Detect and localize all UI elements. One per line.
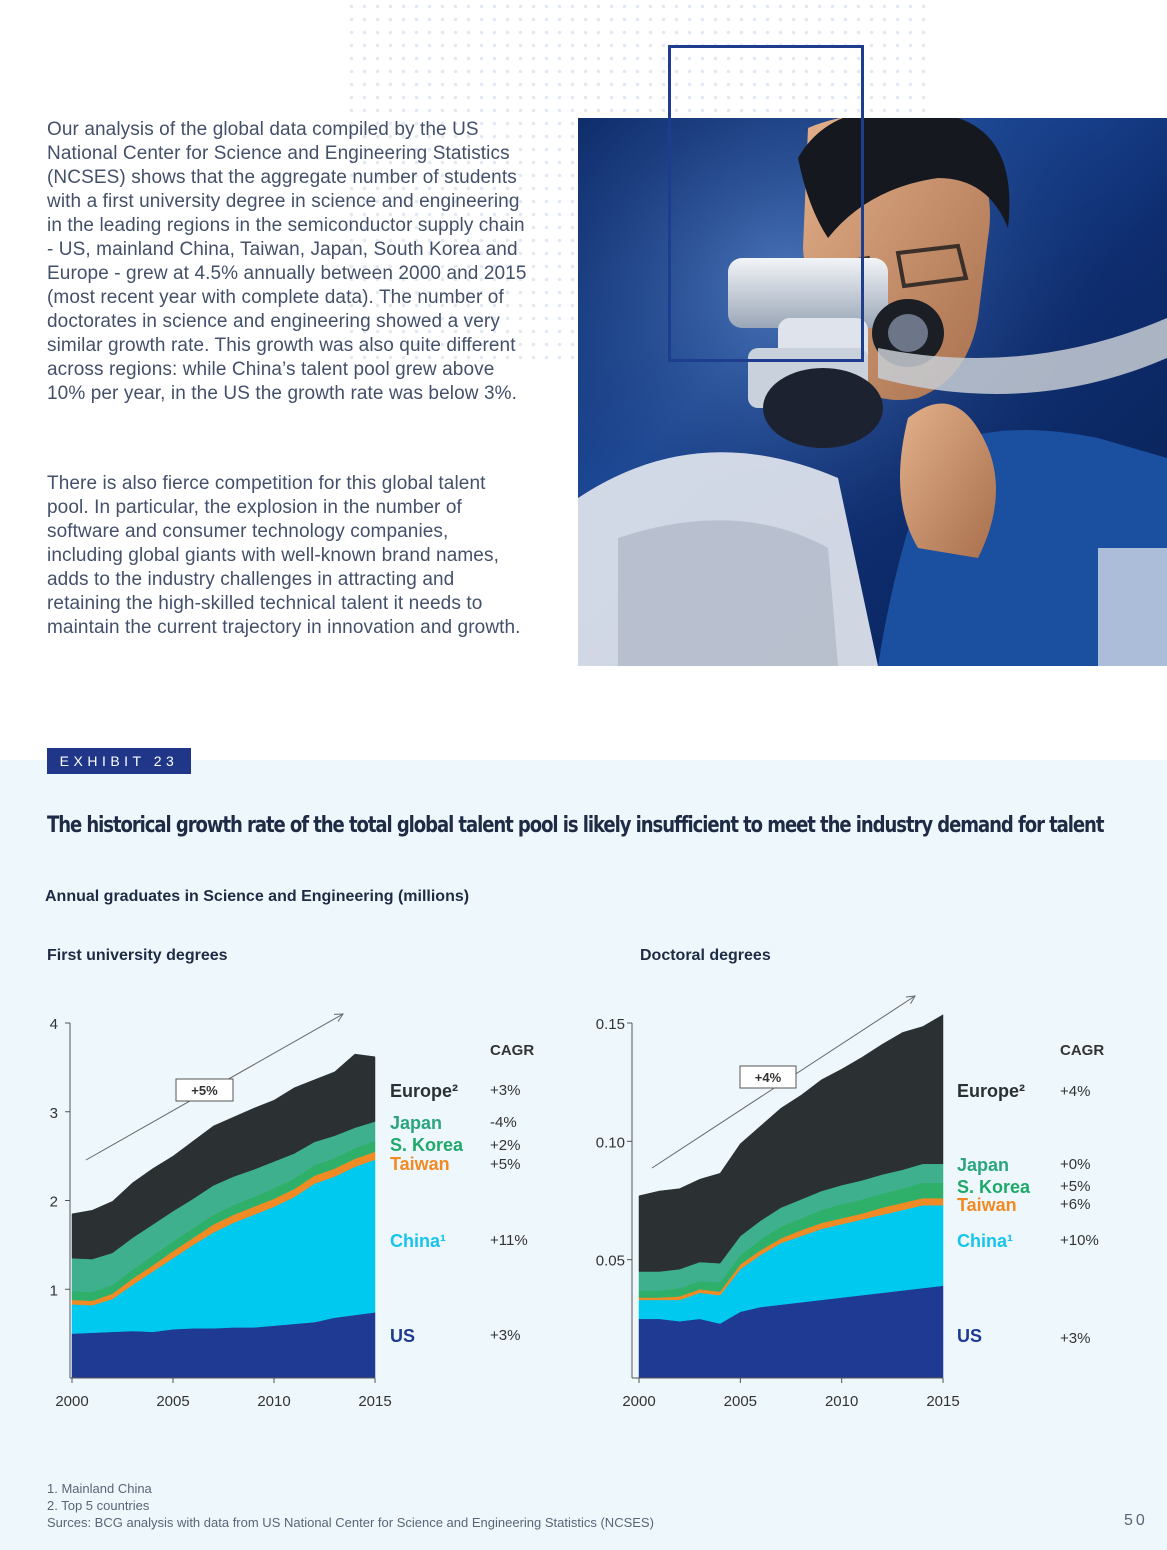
- first-cagr-taiwan: +5%: [490, 1156, 520, 1173]
- exhibit-tag: EXHIBIT 23: [47, 748, 191, 774]
- doctoral-degrees-title: Doctoral degrees: [640, 947, 771, 964]
- first-trend-box: [175, 1078, 234, 1102]
- doctoral-series-label-china: China¹: [957, 1231, 1013, 1251]
- first-x-tick-label: 2010: [257, 1393, 290, 1410]
- first-degrees-title: First university degrees: [47, 947, 228, 964]
- doctoral-x-tick-label: 2005: [724, 1393, 757, 1410]
- doctoral-cagr-china: +10%: [1060, 1232, 1099, 1249]
- doctoral-cagr-japan: +0%: [1060, 1156, 1090, 1173]
- footnote-1: 1. Mainland China: [47, 1481, 152, 1496]
- first-x-tick-label: 2000: [55, 1393, 88, 1410]
- decorative-frame: [668, 45, 864, 362]
- first-x-tick-label: 2015: [358, 1393, 391, 1410]
- first-cagr-china: +11%: [490, 1232, 528, 1249]
- exhibit-headline: The historical growth rate of the total …: [47, 813, 1104, 838]
- first-series-label-us: US: [390, 1326, 415, 1346]
- doctoral-series-label-taiwan: Taiwan: [957, 1195, 1017, 1215]
- doctoral-trend-arrowhead: [905, 995, 916, 1005]
- doctoral-series-label-skorea: S. Korea: [957, 1177, 1031, 1197]
- first-y-tick-label: 2: [50, 1194, 58, 1211]
- intro-paragraph: Our analysis of the global data compiled…: [47, 119, 527, 404]
- doctoral-y-tick-label: 0.05: [596, 1253, 625, 1270]
- first-series-label-china: China¹: [390, 1231, 446, 1251]
- lab-scientist-photo: [578, 118, 1167, 666]
- first-y-tick-label: 1: [50, 1282, 58, 1299]
- first-cagr-us: +3%: [490, 1327, 520, 1344]
- first-x-tick-label: 2005: [156, 1393, 189, 1410]
- first-y-tick-label: 3: [50, 1105, 58, 1122]
- doctoral-trend-box: [739, 1065, 797, 1089]
- doctoral-x-tick-label: 2015: [926, 1393, 959, 1410]
- page-number: 50: [1124, 1512, 1148, 1529]
- first-series-label-taiwan: Taiwan: [390, 1154, 450, 1174]
- doctoral-series-label-europe: Europe²: [957, 1081, 1025, 1101]
- doctoral-x-tick-label: 2010: [825, 1393, 858, 1410]
- doctoral-area-europe: [638, 1014, 944, 1272]
- competition-paragraph: There is also fierce competition for thi…: [47, 473, 521, 638]
- doctoral-trend-label: +4%: [755, 1070, 782, 1085]
- doctoral-cagr-header: CAGR: [1060, 1042, 1104, 1059]
- chart-subtitle: Annual graduates in Science and Engineer…: [45, 888, 470, 905]
- first-series-label-japan: Japan: [390, 1113, 442, 1133]
- first-series-label-skorea: S. Korea: [390, 1135, 464, 1155]
- first-trend-label: +5%: [191, 1083, 218, 1098]
- doctoral-cagr-europe: +4%: [1060, 1083, 1090, 1100]
- first-series-label-europe: Europe²: [390, 1081, 458, 1101]
- first-y-tick-label: 4: [50, 1016, 58, 1033]
- doctoral-x-tick-label: 2000: [622, 1393, 655, 1410]
- first-cagr-japan: -4%: [490, 1114, 517, 1131]
- doctoral-cagr-taiwan: +6%: [1060, 1196, 1090, 1213]
- first-area-europe: [71, 1053, 376, 1260]
- first-cagr-header: CAGR: [490, 1042, 534, 1059]
- doctoral-cagr-us: +3%: [1060, 1330, 1090, 1347]
- footnote-2: 2. Top 5 countries: [47, 1498, 150, 1513]
- first-trend-arrowhead: [333, 1013, 344, 1022]
- first-cagr-skorea: +2%: [490, 1137, 520, 1154]
- first-cagr-europe: +3%: [490, 1082, 520, 1099]
- doctoral-cagr-skorea: +5%: [1060, 1178, 1090, 1195]
- doctoral-series-label-japan: Japan: [957, 1155, 1009, 1175]
- doctoral-y-tick-label: 0.10: [596, 1134, 625, 1151]
- doctoral-series-label-us: US: [957, 1326, 982, 1346]
- doctoral-y-tick-label: 0.15: [596, 1016, 625, 1033]
- sources-note: Surces: BCG analysis with data from US N…: [47, 1515, 654, 1530]
